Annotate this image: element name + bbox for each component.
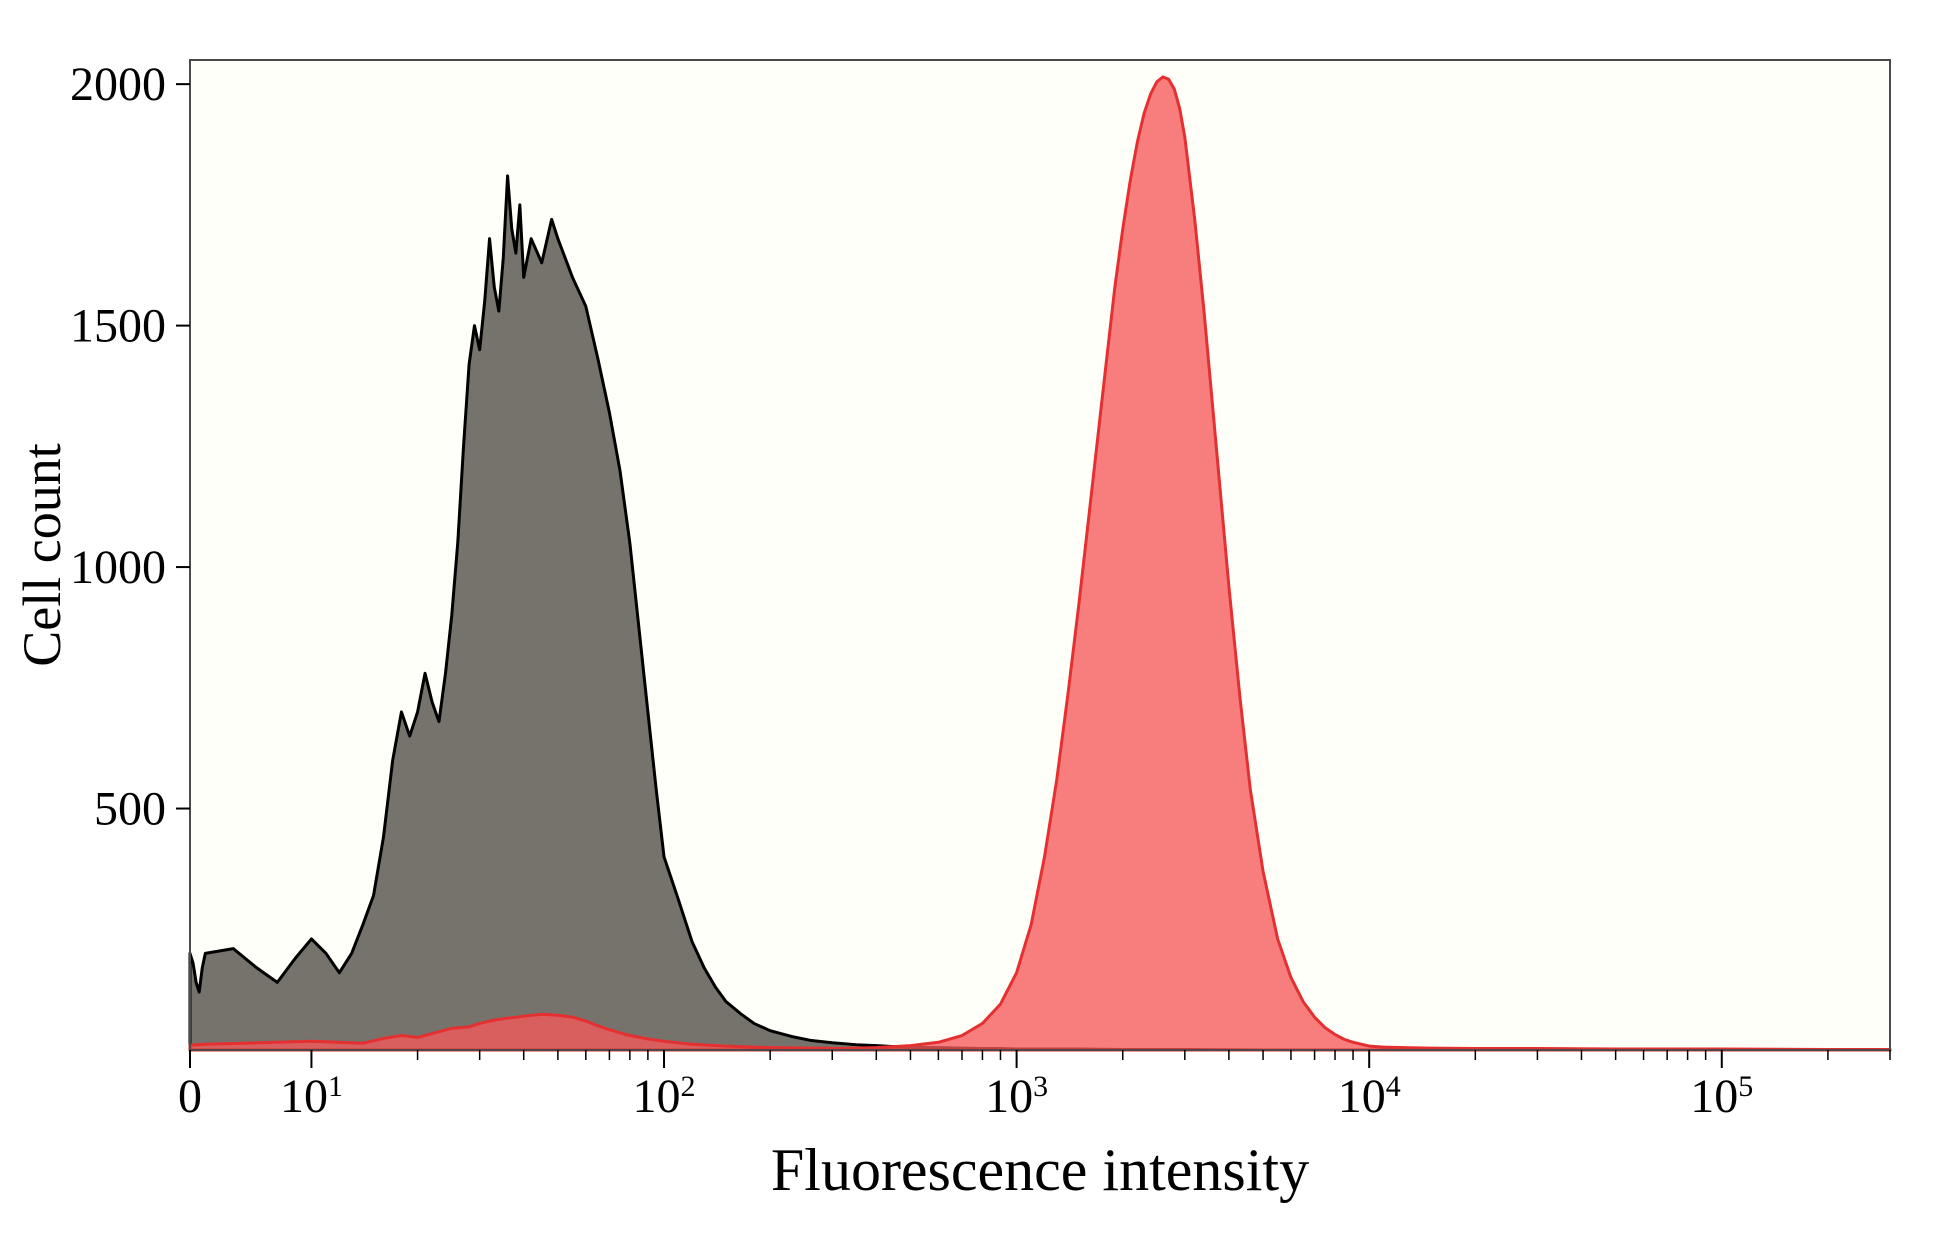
svg-text:Cell count: Cell count: [12, 443, 72, 666]
svg-text:Fluorescence intensity: Fluorescence intensity: [771, 1137, 1309, 1203]
svg-text:0: 0: [178, 1070, 202, 1123]
svg-text:2000: 2000: [70, 58, 166, 111]
flow-cytometry-histogram: 500 1000 1500 2000 0 101 102 103 104 105 Fluoresce…: [0, 0, 1940, 1248]
svg-text:105: 105: [1690, 1070, 1753, 1124]
svg-text:101: 101: [280, 1070, 343, 1124]
svg-text:103: 103: [985, 1070, 1048, 1124]
svg-text:104: 104: [1338, 1070, 1401, 1124]
svg-text:102: 102: [633, 1070, 696, 1124]
svg-text:1000: 1000: [70, 541, 166, 594]
svg-text:1500: 1500: [70, 300, 166, 353]
svg-text:500: 500: [94, 783, 166, 836]
chart-svg: 500 1000 1500 2000 0 101 102 103 104 105 Fluoresce…: [0, 0, 1940, 1248]
